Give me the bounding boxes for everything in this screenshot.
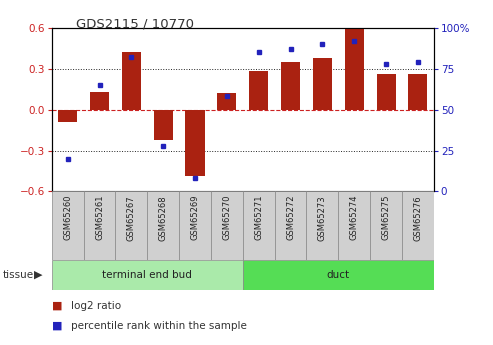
Bar [84,191,115,260]
Text: GSM65271: GSM65271 [254,195,263,240]
Text: log2 ratio: log2 ratio [71,301,122,311]
Bar [52,191,84,260]
Text: GSM65260: GSM65260 [63,195,72,240]
Text: terminal end bud: terminal end bud [103,270,192,280]
Text: GSM65273: GSM65273 [318,195,327,240]
Text: GSM65267: GSM65267 [127,195,136,240]
Bar [90,92,109,109]
Bar [115,191,147,260]
Bar [58,109,77,122]
Bar [313,58,332,109]
Text: ▶: ▶ [34,270,42,280]
Text: GSM65268: GSM65268 [159,195,168,240]
Bar [402,191,434,260]
Bar [147,191,179,260]
Bar [243,260,434,290]
Bar [338,191,370,260]
Bar [345,26,364,109]
Bar [370,191,402,260]
Bar [122,52,141,109]
Text: percentile rank within the sample: percentile rank within the sample [71,321,247,331]
Bar [154,109,173,140]
Text: GSM65275: GSM65275 [382,195,390,240]
Text: GSM65274: GSM65274 [350,195,359,240]
Text: GSM65270: GSM65270 [222,195,231,240]
Bar [281,62,300,109]
Bar [377,74,395,109]
Bar [249,71,268,109]
Bar [217,93,237,109]
Bar [243,191,275,260]
Text: GSM65276: GSM65276 [414,195,423,240]
Bar [52,260,243,290]
Bar [185,109,205,176]
Text: ■: ■ [52,301,62,311]
Bar [179,191,211,260]
Text: GSM65261: GSM65261 [95,195,104,240]
Bar [275,191,307,260]
Text: GDS2115 / 10770: GDS2115 / 10770 [76,17,194,30]
Text: GSM65269: GSM65269 [190,195,200,240]
Bar [307,191,338,260]
Bar [211,191,243,260]
Text: ■: ■ [52,321,62,331]
Text: tissue: tissue [2,270,34,280]
Text: GSM65272: GSM65272 [286,195,295,240]
Text: duct: duct [327,270,350,280]
Bar [408,74,427,109]
